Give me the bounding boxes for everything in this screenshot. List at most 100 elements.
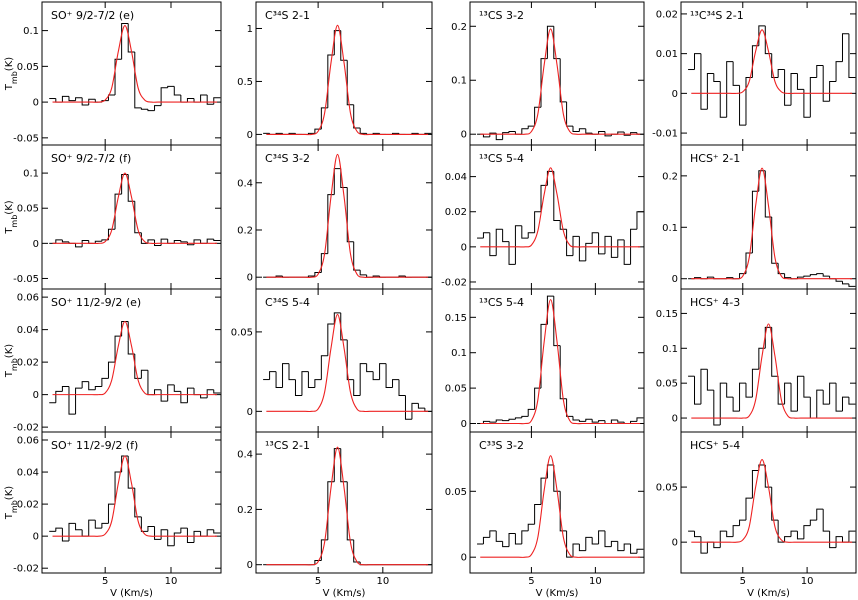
spectrum-channel bbox=[320, 355, 328, 380]
spectrum-channel bbox=[822, 509, 830, 532]
spectrum-channel bbox=[534, 503, 542, 525]
spectrum-channel bbox=[816, 389, 824, 419]
spectrum-channel bbox=[173, 384, 181, 392]
spectrum-channel bbox=[147, 370, 155, 396]
spectrum-channel bbox=[495, 419, 503, 423]
spectrum-channel bbox=[835, 61, 843, 82]
y-tick-label: 0.4 bbox=[237, 178, 253, 189]
spectrum-channel bbox=[213, 97, 221, 105]
spectrum-channel bbox=[68, 522, 76, 541]
spectrum-channel bbox=[385, 363, 393, 389]
spectrum-channel bbox=[200, 394, 208, 399]
spectrum-channel bbox=[114, 471, 122, 505]
spectrum-channel bbox=[193, 388, 201, 396]
spectrum-channel bbox=[803, 525, 811, 539]
fit-curve bbox=[266, 446, 429, 566]
x-tick-label: 5 bbox=[740, 576, 746, 587]
spectrum-channel bbox=[848, 397, 856, 405]
spectrum-channel bbox=[359, 363, 367, 396]
fit-curve bbox=[52, 172, 218, 245]
spectrum-channel bbox=[777, 263, 785, 275]
panel-title: ¹³CS 5-4 bbox=[479, 152, 524, 165]
frame bbox=[255, 144, 433, 290]
spectrum-channel bbox=[482, 232, 490, 239]
spectrum-channel bbox=[784, 382, 792, 405]
spectrum-channel bbox=[127, 321, 135, 355]
panel-title: HCS⁺ 4-3 bbox=[690, 296, 740, 309]
spectrum-channel bbox=[514, 225, 522, 265]
spectrum-channel bbox=[809, 397, 817, 419]
y-tick-label: 1 bbox=[247, 24, 253, 35]
spectrum-channel bbox=[327, 323, 335, 356]
spectrum-channel bbox=[745, 76, 753, 126]
panel-title: SO⁺ 9/2-7/2 (e) bbox=[51, 9, 134, 22]
panel: -0.02 0 0.02 0.04 0.06 5 10 V (Km/s) Tmb(K) SO⁺ 1… bbox=[4, 431, 222, 599]
panel: 0 0.05 0.1 0.15 HCS⁺ 4-3 bbox=[656, 288, 857, 433]
y-tick-label: 0.5 bbox=[237, 77, 253, 88]
spectrum-channel bbox=[140, 516, 148, 532]
spectrum-channel bbox=[366, 363, 374, 373]
panel: 0 0.1 0.2 HCS⁺ 2-1 bbox=[662, 144, 857, 290]
y-axis-label: Tmb(K) bbox=[4, 344, 19, 378]
spectrum-channel bbox=[346, 481, 354, 541]
y-tick-label: 0.02 bbox=[17, 500, 39, 511]
spectrum-channel bbox=[809, 519, 817, 526]
y-label-unit: (K) bbox=[4, 486, 15, 500]
spectrum-channel bbox=[598, 530, 605, 545]
spectrum-channel bbox=[167, 529, 175, 547]
spectrum-channel bbox=[482, 536, 490, 545]
spectrum-channel bbox=[713, 390, 721, 426]
spectrum-channel bbox=[719, 530, 727, 548]
spectrum-channel bbox=[764, 465, 772, 488]
spectrum-channel bbox=[527, 408, 535, 417]
spectrum-channel bbox=[340, 312, 348, 341]
spectrum-channel bbox=[140, 369, 148, 379]
spectrum-channel bbox=[719, 81, 727, 118]
spectrum-channel bbox=[739, 85, 746, 126]
spectrum-channel bbox=[829, 80, 837, 102]
panel: 0 0.05 5 10 V (Km/s) C³³S 3-2 bbox=[445, 431, 645, 599]
spectrum-channel bbox=[346, 339, 354, 381]
frame bbox=[469, 1, 645, 146]
spectrum-channel bbox=[610, 419, 618, 424]
spectrum-channel bbox=[75, 97, 83, 101]
fit-curve bbox=[691, 29, 853, 95]
y-tick-label: 0 bbox=[672, 414, 678, 425]
y-tick-label: 0.02 bbox=[17, 358, 39, 369]
spectrum-channel bbox=[630, 420, 637, 424]
spectrum-channel bbox=[636, 548, 644, 554]
spectrum-channel bbox=[796, 531, 804, 540]
y-tick-label: 0.1 bbox=[662, 223, 678, 234]
y-tick-label: 0.05 bbox=[656, 379, 678, 390]
fit-curve bbox=[266, 313, 429, 413]
spectrum-channel bbox=[359, 128, 367, 134]
spectrum-channel bbox=[282, 363, 289, 388]
y-tick-label: 0 bbox=[672, 274, 678, 285]
spectrum-channel bbox=[796, 73, 804, 90]
spectrum-channel bbox=[598, 232, 605, 255]
y-axis-label: Tmb(K) bbox=[4, 57, 19, 91]
spectrum-channel bbox=[333, 30, 341, 55]
spectrum-channel bbox=[553, 26, 561, 60]
spectrum-channel bbox=[353, 379, 361, 396]
spectrum-channel bbox=[206, 529, 214, 537]
spectrum-channel bbox=[81, 240, 89, 247]
y-tick-label: -0.01 bbox=[652, 129, 678, 140]
y-label-unit: (K) bbox=[4, 344, 15, 358]
fit-curve bbox=[52, 25, 218, 103]
spectrum-channel bbox=[154, 105, 162, 111]
panel: 0 0.5 1 C³⁴S 2-1 bbox=[237, 1, 433, 146]
spectrum-channel bbox=[706, 369, 714, 391]
spectrum-channel bbox=[745, 383, 753, 398]
y-tick-label: -0.02 bbox=[13, 564, 39, 575]
spectrum-channel bbox=[816, 65, 824, 78]
y-tick-label: 0 bbox=[672, 538, 678, 549]
spectrum-channel bbox=[578, 419, 586, 422]
spectrum-channel bbox=[173, 86, 181, 96]
spectrum-channel bbox=[61, 239, 69, 243]
y-tick-label: 0 bbox=[247, 407, 253, 418]
spectrum-channel bbox=[771, 53, 779, 78]
y-tick-label: 0 bbox=[247, 273, 253, 284]
spectrum-channel bbox=[764, 326, 772, 349]
x-axis-label: V (Km/s) bbox=[323, 588, 366, 599]
